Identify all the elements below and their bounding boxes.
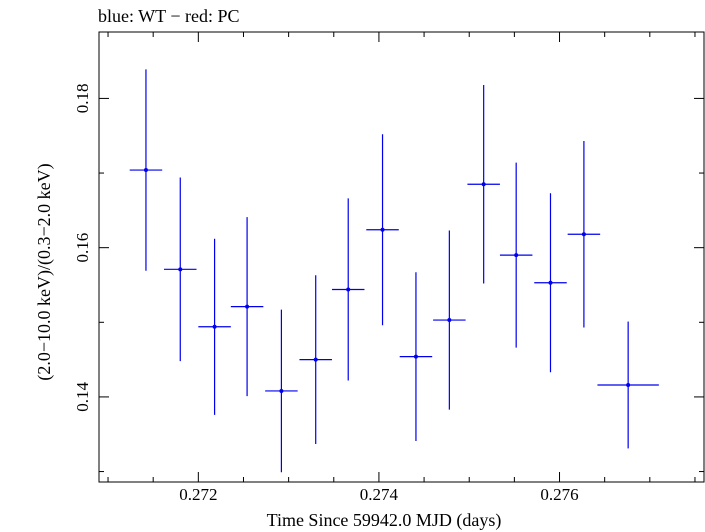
point-marker	[581, 232, 586, 237]
y-tick-label: 0.14	[73, 382, 92, 412]
y-axis: 0.14 0.16 0.18	[73, 84, 704, 473]
point-marker	[548, 280, 553, 285]
point-marker	[346, 287, 351, 292]
y-tick-label: 0.18	[73, 84, 92, 114]
point-marker	[245, 304, 250, 309]
data-point	[198, 238, 231, 415]
point-marker	[514, 253, 519, 258]
plot-frame	[98, 31, 705, 483]
data-point	[567, 140, 601, 328]
chart-title: blue: WT − red: PC	[98, 6, 239, 26]
x-tick-label: 0.274	[360, 485, 399, 504]
data-point	[129, 69, 163, 271]
x-tick-label: 0.272	[179, 485, 217, 504]
data-point	[597, 321, 659, 449]
data-point	[499, 162, 533, 348]
data-point	[467, 84, 500, 284]
point-marker	[279, 388, 284, 393]
data-point	[433, 230, 466, 410]
point-marker	[212, 324, 217, 329]
data-point	[299, 275, 332, 444]
point-marker	[626, 382, 631, 387]
x-axis: 0.272 0.274 0.276	[107, 32, 696, 504]
point-marker	[413, 354, 418, 359]
x-axis-label: Time Since 59942.0 MJD (days)	[267, 510, 502, 531]
y-axis-label: (2.0−10.0 keV)/(0.3−2.0 keV)	[34, 163, 55, 380]
data-point	[534, 193, 567, 373]
point-marker	[143, 168, 148, 173]
data-point	[230, 217, 264, 397]
data-series	[129, 69, 659, 473]
point-marker	[313, 357, 318, 362]
point-marker	[481, 182, 486, 187]
data-point	[164, 177, 197, 362]
data-point	[399, 272, 433, 441]
data-point	[331, 198, 365, 381]
data-point	[366, 134, 399, 326]
point-marker	[447, 318, 452, 323]
y-tick-label: 0.16	[73, 233, 92, 263]
point-marker	[178, 267, 183, 272]
point-marker	[380, 227, 385, 232]
x-tick-label: 0.276	[540, 485, 578, 504]
data-point	[265, 309, 298, 473]
